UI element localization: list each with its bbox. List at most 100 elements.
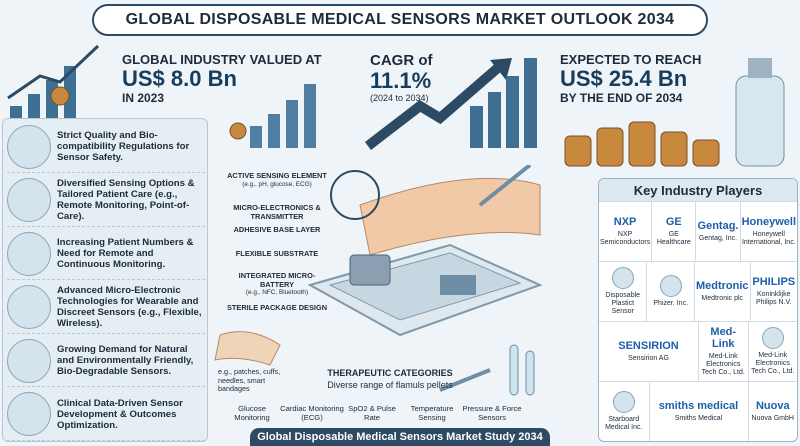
player-cell: Phizer. Inc. — [646, 262, 693, 321]
category-label: Glucose Monitoring — [234, 404, 270, 422]
driver-icon — [7, 231, 51, 276]
players-panel: Key Industry Players NXP NXP Semiconducto… — [598, 178, 798, 442]
player-logo: Honeywell — [741, 216, 796, 228]
player-name: Honeywell International, Inc. — [741, 231, 796, 246]
player-icon — [659, 275, 682, 297]
formats-note: e.g., patches, cuffs, needles, smart ban… — [218, 367, 281, 393]
component-label: ACTIVE SENSING ELEMENT (e.g., pH, glucose… — [222, 171, 332, 189]
players-row: Starboard Medical Inc. smiths medical Smit… — [599, 381, 797, 441]
player-cell: GE GE Healthcare — [651, 202, 695, 261]
stat-value: US$ 25.4 Bn — [560, 66, 688, 91]
component-name: STERILE PACKAGE DESIGN — [226, 303, 328, 312]
driver-icon — [7, 124, 51, 169]
page-title: GLOBAL DISPOSABLE MEDICAL SENSORS MARKET… — [92, 4, 708, 36]
player-icon — [611, 267, 634, 289]
player-name: GE Healthcare — [656, 231, 691, 246]
player-cell: PHILIPS Koninklijke Philips N.V. — [749, 262, 797, 321]
footer: Global Disposable Medical Sensors Market… — [250, 428, 550, 446]
player-cell: Nuova Nuova GmbH — [747, 382, 798, 441]
stat-lead: CAGR of — [370, 52, 433, 69]
player-cell: Med-Link Med-Link Electronics Tech Co., L… — [698, 322, 748, 381]
stat-note: BY THE END OF 2034 — [560, 91, 683, 105]
stat-cagr: CAGR of 11.1% (2024 to 2034) — [370, 52, 480, 103]
player-name: Phizer. Inc. — [653, 300, 689, 307]
driver-item: Diversified Sensing Options & Tailored P… — [7, 175, 205, 227]
component-name: INTEGRATED MICRO-BATTERY — [238, 271, 316, 289]
driver-icon — [7, 392, 51, 436]
stat-note: IN 2023 — [122, 91, 165, 105]
player-cell: Disposable Plastict Sensor — [599, 262, 646, 321]
player-cell: SENSIRION Sensirion AG — [599, 322, 698, 381]
player-icon — [612, 391, 635, 413]
player-name: Disposable Plastict Sensor — [605, 292, 641, 315]
driver-text: Strict Quality and Bio-compatibility Reg… — [57, 130, 190, 163]
player-cell: Medtronic Medtronic plc — [693, 262, 750, 321]
player-name: Koninklijke Philips N.V. — [755, 291, 792, 306]
driver-item: Advanced Micro-Electronic Technologies f… — [7, 282, 205, 334]
driver-text: Clinical Data-Driven Sensor Development … — [57, 397, 183, 431]
stat-current: GLOBAL INDUSTRY VALUED AT US$ 8.0 Bn IN … — [122, 52, 352, 105]
player-logo: NXP — [613, 216, 637, 228]
component-note: (e.g., NFC, Bluetooth) — [245, 289, 309, 296]
drivers-panel: Strict Quality and Bio-compatibility Reg… — [2, 118, 208, 442]
component-name: MICRO-ELECTRONICS & TRANSMITTER — [233, 203, 321, 221]
category-label: Temperature Sensing — [410, 404, 454, 422]
player-logo: Gentag. — [697, 220, 739, 232]
category-label: Cardiac Monitoring (ECG) — [280, 404, 344, 422]
driver-text: Increasing Patient Numbers & Need for Re… — [57, 237, 194, 270]
sensor-illustration — [214, 165, 543, 396]
component-name: ADHESIVE BASE LAYER — [233, 225, 321, 234]
player-cell: Med-Link Electronics Tech Co., Ltd. — [747, 322, 798, 381]
player-cell: smiths medical Smiths Medical — [648, 382, 748, 441]
player-name: Starboard Medical Inc. — [605, 416, 643, 431]
player-cell: Starboard Medical Inc. — [599, 382, 649, 441]
component-label: ADHESIVE BASE LAYER — [222, 225, 332, 235]
driver-text: Growing Demand for Natural and Environme… — [57, 344, 194, 377]
player-name: Med-Link Electronics Tech Co., Ltd. — [701, 353, 745, 376]
driver-text: Advanced Micro-Electronic Technologies f… — [57, 285, 202, 329]
component-label: MICRO-ELECTRONICS & TRANSMITTER — [222, 203, 332, 221]
player-name: Gentag, Inc. — [698, 235, 738, 242]
player-logo: PHILIPS — [752, 276, 796, 288]
player-name: NXP Semiconductors — [600, 231, 651, 246]
stat-value: 11.1% — [370, 68, 432, 93]
component-label: STERILE PACKAGE DESIGN — [222, 303, 332, 313]
player-name: Sensirion AG — [628, 355, 669, 362]
players-row: Disposable Plastict Sensor Phizer. Inc. Me… — [599, 261, 797, 321]
player-logo: GE — [665, 216, 682, 228]
stat-value: US$ 8.0 Bn — [122, 66, 237, 91]
component-label: INTEGRATED MICRO-BATTERY (e.g., NFC, Blue… — [222, 271, 332, 298]
driver-item: Increasing Patient Numbers & Need for Re… — [7, 228, 205, 280]
driver-icon — [7, 178, 51, 222]
driver-text: Diversified Sensing Options & Tailored P… — [57, 178, 195, 222]
player-name: Medtronic plc — [701, 295, 744, 302]
driver-icon — [7, 285, 51, 329]
component-name: ACTIVE SENSING ELEMENT — [227, 171, 327, 180]
player-logo: smiths medical — [658, 400, 739, 412]
component-name: FLEXIBLE SUBSTRATE — [235, 249, 319, 258]
driver-item: Growing Demand for Natural and Environme… — [7, 335, 205, 387]
component-note: (e.g., pH, glucose, ECG) — [242, 180, 312, 188]
decor — [7, 44, 785, 167]
players-row: SENSIRION Sensirion AG Med-Link Med-Link El… — [599, 321, 797, 381]
player-cell: NXP NXP Semiconductors — [599, 202, 651, 261]
component-label: FLEXIBLE SUBSTRATE — [222, 249, 332, 259]
player-name: Smiths Medical — [674, 415, 723, 422]
player-logo: Nuova — [755, 400, 790, 412]
category-label: Pressure & Force Sensors — [462, 404, 522, 422]
player-cell: Honeywell Honeywell International, Inc. — [739, 202, 797, 261]
player-logo: Med-Link — [710, 326, 737, 350]
driver-item: Clinical Data-Driven Sensor Development … — [7, 389, 205, 441]
player-logo: Medtronic — [695, 280, 749, 292]
player-logo: SENSIRION — [618, 340, 679, 352]
player-icon — [761, 327, 784, 349]
category-label: SpO2 & Pulse Rate — [348, 404, 396, 422]
driver-icon — [7, 338, 51, 383]
player-name: Nuova GmbH — [751, 415, 794, 422]
player-name: Med-Link Electronics Tech Co., Ltd. — [751, 352, 795, 375]
therapeutic-title: THERAPEUTIC CATEGORIES — [327, 368, 453, 378]
driver-item: Strict Quality and Bio-compatibility Reg… — [7, 121, 205, 173]
players-row: NXP NXP Semiconductors GE GE Healthcare Gent… — [599, 201, 797, 261]
stat-forecast: EXPECTED TO REACH US$ 25.4 Bn BY THE END… — [560, 52, 740, 105]
